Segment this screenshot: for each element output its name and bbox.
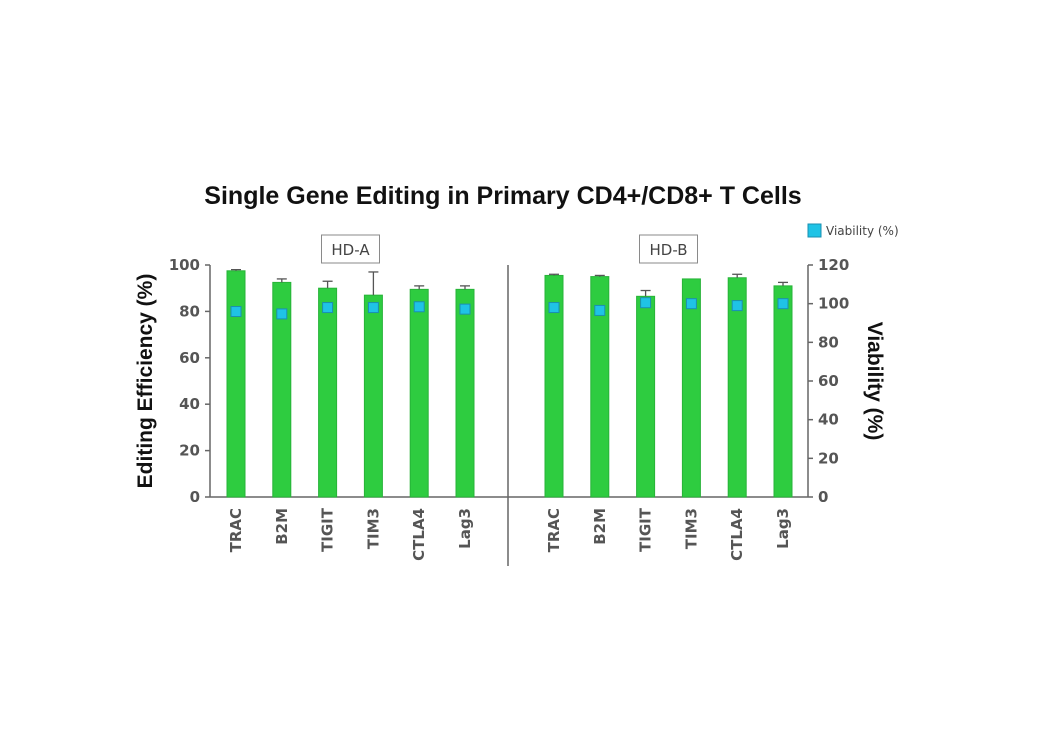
legend-viability-label: Viability (%) (826, 224, 899, 238)
viability-marker-hd-a-ctla4 (413, 301, 425, 313)
chart-title: Single Gene Editing in Primary CD4+/CD8+… (204, 182, 801, 210)
bar-hd-a-ctla4 (409, 288, 429, 498)
y2-axis-title: Viability (%) (863, 322, 886, 441)
panel-labels: HD-A HD-B (321, 234, 698, 264)
viability-marker-hd-a-tigit (322, 302, 334, 314)
category-label: Lag3 (774, 508, 792, 549)
right-tick-label: 20 (818, 449, 839, 467)
error-bars (231, 268, 788, 297)
bars (226, 270, 793, 498)
viability-marker-hd-b-trac (548, 302, 560, 314)
category-label: Lag3 (456, 508, 474, 549)
right-tick-label: 60 (818, 372, 839, 390)
category-label: TIM3 (364, 508, 382, 549)
left-axis-ticks: 0 20 40 60 80 100 (169, 256, 210, 506)
right-tick-label: 120 (818, 256, 849, 274)
category-labels: TRAC B2M TIGIT TIM3 CTLA4 Lag3 TRAC B2M TIGIT TIM… (227, 507, 792, 561)
viability-marker-hd-a-b2m (276, 308, 288, 320)
bar-hd-a-tim3 (363, 294, 383, 498)
left-tick-label: 60 (179, 349, 200, 367)
bar-hd-a-tigit (318, 287, 338, 498)
viability-marker-hd-b-lag3 (777, 298, 789, 310)
category-label: TRAC (545, 508, 563, 552)
left-tick-label: 20 (179, 442, 200, 460)
bar-hd-b-tim3 (681, 278, 701, 498)
category-label: TIGIT (319, 507, 337, 552)
viability-marker-hd-b-ctla4 (731, 300, 743, 312)
panel-label-hd-a: HD-A (321, 234, 380, 264)
panel-label-box (321, 234, 380, 264)
y-axis-title: Editing Efficiency (%) (134, 274, 157, 489)
legend: Viability (%) (807, 223, 899, 238)
bar-hd-b-tigit (636, 295, 656, 498)
right-tick-label: 100 (818, 295, 849, 313)
category-label: TRAC (227, 508, 245, 552)
left-tick-label: 0 (190, 488, 200, 506)
left-tick-label: 80 (179, 302, 200, 320)
legend-viability-marker (807, 223, 822, 238)
panel-label-hd-b: HD-B (639, 234, 698, 264)
panel-label-text: HD-B (650, 241, 688, 259)
bar-hd-a-trac (226, 270, 246, 498)
category-label: CTLA4 (410, 508, 428, 561)
viability-marker-hd-b-tigit (640, 297, 652, 309)
viability-marker-hd-a-trac (230, 306, 242, 318)
category-label: CTLA4 (728, 508, 746, 561)
category-label: TIGIT (637, 507, 655, 552)
right-tick-label: 80 (818, 333, 839, 351)
category-label: TIM3 (682, 508, 700, 549)
viability-marker-hd-a-lag3 (459, 303, 471, 315)
viability-marker-hd-b-b2m (594, 304, 606, 316)
left-tick-label: 40 (179, 395, 200, 413)
panel-label-text: HD-A (331, 241, 370, 259)
right-axis-ticks: 0 20 40 60 80 100 120 (808, 256, 849, 506)
bar-hd-b-lag3 (773, 285, 793, 498)
viability-markers (230, 297, 789, 320)
category-label: B2M (591, 508, 609, 545)
bar-hd-a-lag3 (455, 288, 475, 498)
panel-label-box (639, 234, 698, 264)
axes (209, 265, 809, 566)
right-tick-label: 40 (818, 411, 839, 429)
left-tick-label: 100 (169, 256, 200, 274)
viability-marker-hd-b-tim3 (685, 298, 697, 310)
category-label: B2M (273, 508, 291, 545)
viability-marker-hd-a-tim3 (367, 302, 379, 314)
right-tick-label: 0 (818, 488, 828, 506)
